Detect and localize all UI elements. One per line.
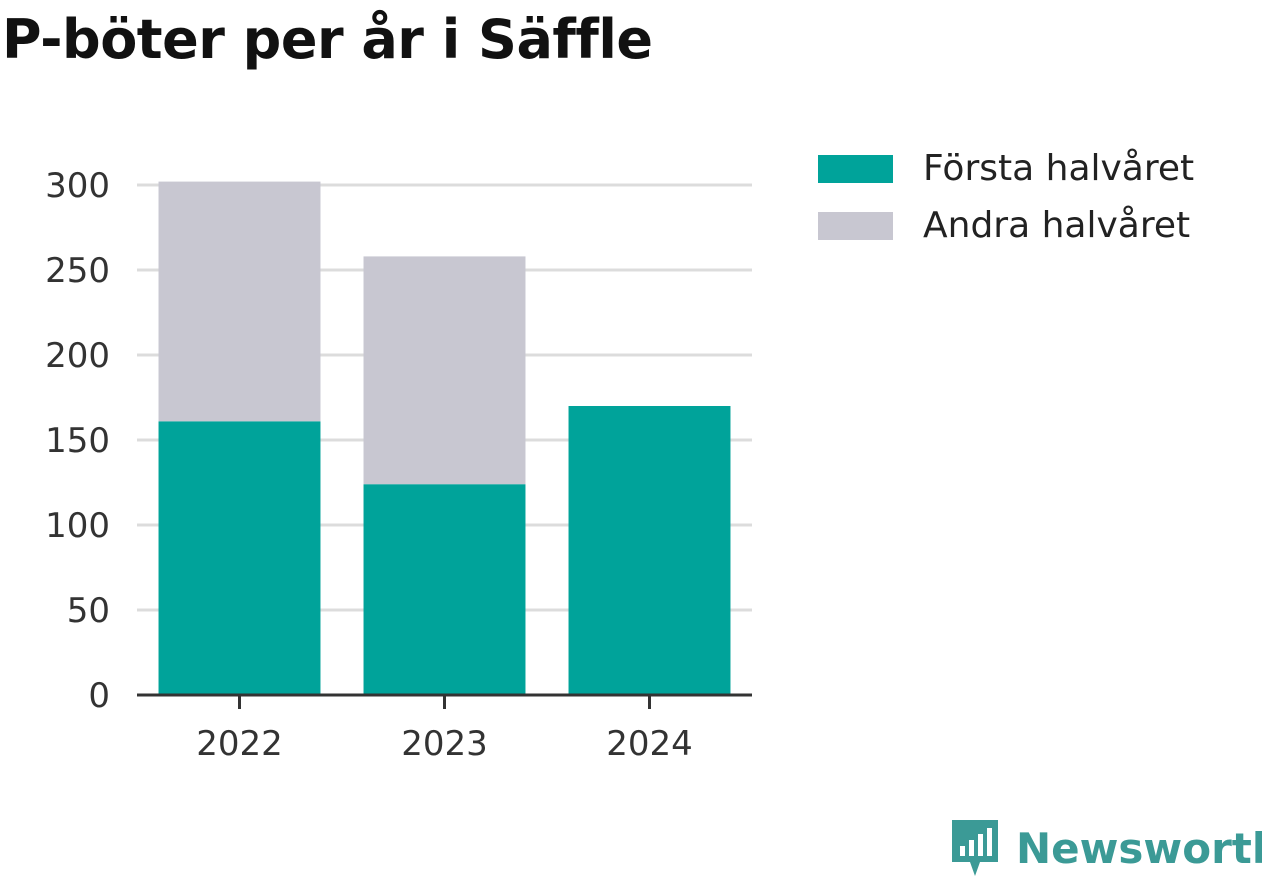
bars: [158, 181, 731, 695]
bar-2022-series-1: [158, 181, 321, 422]
x-tick-label: 2024: [606, 724, 693, 764]
legend-swatch-second-half: [818, 211, 893, 240]
y-tick-label: 250: [45, 251, 110, 291]
chart-title: P-böter per år i Säffle: [2, 8, 653, 71]
x-tick-label: 2023: [401, 724, 488, 764]
legend-label-second-half: Andra halvåret: [923, 205, 1191, 246]
legend-swatch-first-half: [818, 154, 893, 183]
x-tick-label: 2022: [196, 724, 283, 764]
bar-2023-series-0: [363, 484, 526, 695]
stacked-bar-chart: 0 50 100 150 200 250 300 2022 2023 2024: [45, 166, 752, 764]
y-tick-label: 300: [45, 166, 110, 206]
brand-name: Newsworthy: [1016, 823, 1262, 873]
y-tick-label: 200: [45, 336, 110, 376]
y-tick-label: 150: [45, 421, 110, 461]
y-axis: 0 50 100 150 200 250 300: [45, 166, 110, 716]
legend-label-first-half: Första halvåret: [923, 148, 1195, 189]
legend-item-second-half: Andra halvåret: [818, 197, 1194, 254]
bar-2022-series-0: [158, 421, 321, 695]
y-tick-label: 50: [67, 591, 110, 631]
newsworthy-logo-icon: [952, 820, 998, 876]
y-tick-label: 0: [88, 676, 110, 716]
legend-item-first-half: Första halvåret: [818, 140, 1194, 197]
y-tick-label: 100: [45, 506, 110, 546]
brand-logo: Newsworthy: [950, 818, 1262, 878]
x-axis: 2022 2023 2024: [137, 693, 752, 764]
legend: Första halvåret Andra halvåret: [818, 140, 1194, 254]
bar-2023-series-1: [363, 256, 526, 485]
bar-2024-series-0: [568, 406, 731, 695]
